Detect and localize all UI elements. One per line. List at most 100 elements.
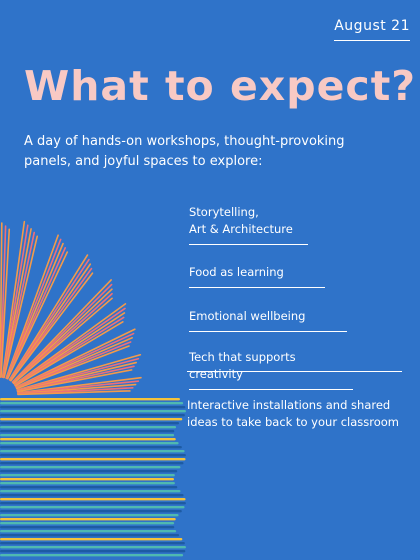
- book-page-edge: [0, 462, 184, 465]
- page-line: [15, 337, 133, 389]
- book-page-edge: [0, 402, 184, 405]
- book-page-edge: [0, 490, 181, 493]
- book-page-edge: [0, 474, 175, 477]
- page-line: [3, 235, 39, 379]
- page-line: [10, 272, 94, 382]
- book-page-edge: [0, 454, 186, 457]
- page-line: [5, 234, 59, 379]
- page-line: [12, 288, 113, 384]
- page-line: [1, 220, 26, 378]
- page-line: [11, 283, 113, 384]
- fanned-pages: [0, 220, 142, 396]
- list-item-line: Tech that supports creativity: [189, 350, 296, 381]
- book-page-edge: [0, 434, 175, 437]
- book-page-edge: [0, 418, 183, 421]
- page-line: [16, 345, 130, 390]
- page-line: [15, 332, 135, 389]
- page-line: [16, 361, 137, 392]
- page-line: [14, 320, 124, 387]
- book-page-edge: [0, 446, 182, 449]
- book-page-edge: [0, 518, 176, 521]
- book-page-edge: [0, 550, 186, 553]
- book-page-edge: [0, 414, 185, 417]
- page-line: [17, 376, 142, 394]
- list-item-line: Emotional wellbeing: [189, 309, 306, 323]
- book-page-edge: [0, 534, 180, 537]
- book-page-edge: [0, 514, 179, 517]
- book-page-edge: [0, 426, 177, 429]
- page-line: [8, 254, 89, 381]
- page-line: [13, 303, 127, 386]
- book-page-edge: [0, 494, 184, 497]
- list-item-storytelling: Storytelling, Art & Architecture: [189, 204, 308, 245]
- page-line: [17, 390, 131, 396]
- book-page-edge: [0, 526, 175, 529]
- list-item-food: Food as learning: [189, 264, 325, 288]
- list-item-line: Food as learning: [189, 265, 284, 279]
- page-line: [5, 238, 62, 380]
- book-page-edge: [0, 450, 185, 453]
- book-page-edge: [0, 546, 186, 549]
- book-page-edge: [0, 398, 180, 401]
- list-item-line: Interactive installations and shared: [187, 398, 391, 412]
- list-item-line: ideas to take back to your classroom: [187, 415, 399, 429]
- page-line: [2, 231, 36, 379]
- page-line: [6, 242, 64, 380]
- book-page-edge: [0, 530, 177, 533]
- page-line: [16, 369, 133, 393]
- list-item-installations: Interactive installations and shared ide…: [187, 371, 402, 431]
- page-line: [12, 297, 113, 385]
- page-line: [12, 292, 113, 384]
- book-page-edge: [0, 498, 186, 501]
- list-item-wellbeing: Emotional wellbeing: [189, 308, 347, 332]
- page-line: [13, 307, 126, 386]
- page-line: [9, 263, 92, 381]
- page-line: [15, 328, 136, 388]
- page-line: [17, 380, 140, 395]
- intro-text: A day of hands-on workshops, thought-pro…: [24, 134, 345, 169]
- page-line: [6, 251, 69, 380]
- book-page-edge: [0, 510, 182, 513]
- divider: [187, 371, 402, 372]
- page-line: [2, 228, 32, 379]
- book-stack: [0, 398, 186, 557]
- page-line: [16, 365, 135, 393]
- book-page-edge: [0, 538, 183, 541]
- page-line: [17, 387, 134, 395]
- book-page-edge: [0, 542, 185, 545]
- page-line: [9, 267, 93, 382]
- book-page-edge: [0, 422, 180, 425]
- book-page-edge: [0, 466, 181, 469]
- book-page-edge: [0, 430, 175, 433]
- book-page-edge: [0, 478, 175, 481]
- page-line: [0, 228, 11, 378]
- book-page-edge: [0, 442, 179, 445]
- list-item-tech: Tech that supports creativity: [189, 349, 353, 390]
- page-line: [0, 225, 7, 378]
- page-line: [14, 316, 125, 387]
- list-item-line: Art & Architecture: [189, 222, 293, 236]
- page-line: [11, 279, 112, 383]
- book-page-edge: [0, 406, 186, 409]
- list-item-line: Storytelling,: [189, 205, 259, 219]
- page-title: What to expect?: [24, 62, 417, 110]
- book-page-edge: [0, 410, 186, 413]
- book-page-edge: [0, 554, 184, 557]
- book-page-edge: [0, 522, 175, 525]
- book-page-edge: [0, 470, 178, 473]
- book-page-edge: [0, 502, 186, 505]
- page-line: [16, 353, 142, 391]
- event-date: August 21: [334, 18, 410, 41]
- page-line: [6, 247, 67, 380]
- page-line: [17, 383, 137, 395]
- page-line: [14, 312, 126, 386]
- page-line: [16, 357, 140, 392]
- book-page-edge: [0, 486, 178, 489]
- book-page-edge: [0, 482, 175, 485]
- book-page-edge: [0, 506, 185, 509]
- book-page-edge: [0, 438, 176, 441]
- page-line: [2, 224, 29, 379]
- page-line: [0, 222, 3, 378]
